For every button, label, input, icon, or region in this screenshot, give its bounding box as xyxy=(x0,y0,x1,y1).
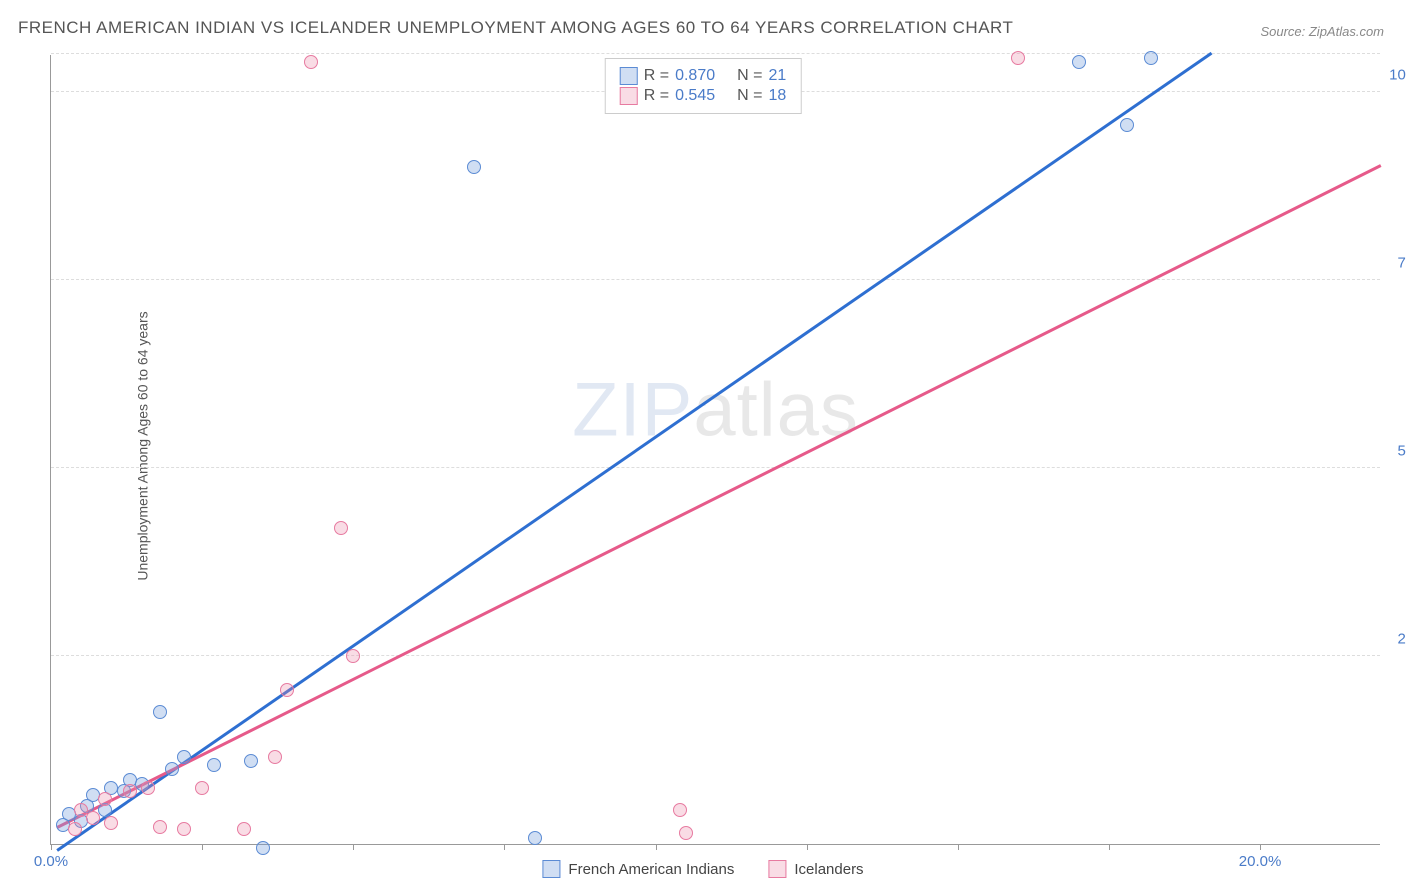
x-tick xyxy=(1109,844,1110,850)
x-tick-label: 0.0% xyxy=(34,853,68,870)
n-value-1: 21 xyxy=(768,67,786,85)
legend-row-series-2: R = 0.545 N = 18 xyxy=(620,87,787,105)
legend-label-2: Icelanders xyxy=(794,861,863,878)
trend-line xyxy=(56,52,1212,852)
trend-line xyxy=(56,164,1381,828)
r-label: R = xyxy=(644,87,669,105)
data-point xyxy=(334,521,348,535)
data-point xyxy=(177,822,191,836)
x-tick xyxy=(353,844,354,850)
x-tick xyxy=(504,844,505,850)
r-value-2: 0.545 xyxy=(675,87,715,105)
data-point xyxy=(528,831,542,845)
data-point xyxy=(177,750,191,764)
data-point xyxy=(1011,51,1025,65)
chart-title: FRENCH AMERICAN INDIAN VS ICELANDER UNEM… xyxy=(18,18,1013,38)
x-tick xyxy=(958,844,959,850)
data-point xyxy=(268,750,282,764)
data-point xyxy=(1120,118,1134,132)
data-point xyxy=(1072,55,1086,69)
x-tick xyxy=(1260,844,1261,850)
data-point xyxy=(280,683,294,697)
n-label: N = xyxy=(737,87,762,105)
data-point xyxy=(141,781,155,795)
data-point xyxy=(165,762,179,776)
data-point xyxy=(679,826,693,840)
data-point xyxy=(153,820,167,834)
data-point xyxy=(237,822,251,836)
data-point xyxy=(207,758,221,772)
gridline-horizontal xyxy=(51,279,1380,280)
data-point xyxy=(244,754,258,768)
data-point xyxy=(123,784,137,798)
source-attribution: Source: ZipAtlas.com xyxy=(1260,24,1384,39)
series-legend: French American Indians Icelanders xyxy=(542,860,863,878)
r-value-1: 0.870 xyxy=(675,67,715,85)
data-point xyxy=(195,781,209,795)
swatch-series-1 xyxy=(620,67,638,85)
r-label: R = xyxy=(644,67,669,85)
n-label: N = xyxy=(737,67,762,85)
legend-item-2: Icelanders xyxy=(768,860,863,878)
data-point xyxy=(1144,51,1158,65)
data-point xyxy=(256,841,270,855)
data-point xyxy=(68,822,82,836)
x-tick-label: 20.0% xyxy=(1239,853,1282,870)
gridline-horizontal xyxy=(51,53,1380,54)
y-tick-label: 25.0% xyxy=(1397,630,1406,647)
data-point xyxy=(153,705,167,719)
swatch-series-1 xyxy=(542,860,560,878)
data-point xyxy=(86,811,100,825)
y-tick-label: 75.0% xyxy=(1397,254,1406,271)
data-point xyxy=(98,792,112,806)
data-point xyxy=(467,160,481,174)
x-tick xyxy=(202,844,203,850)
data-point xyxy=(346,649,360,663)
correlation-legend: R = 0.870 N = 21 R = 0.545 N = 18 xyxy=(605,58,802,114)
legend-row-series-1: R = 0.870 N = 21 xyxy=(620,67,787,85)
y-tick-label: 100.0% xyxy=(1389,66,1406,83)
data-point xyxy=(673,803,687,817)
y-tick-label: 50.0% xyxy=(1397,442,1406,459)
plot-area: ZIPatlas 25.0%50.0%75.0%100.0%0.0%20.0% xyxy=(50,55,1380,845)
legend-item-1: French American Indians xyxy=(542,860,734,878)
watermark: ZIPatlas xyxy=(572,367,859,454)
x-tick xyxy=(807,844,808,850)
gridline-horizontal xyxy=(51,655,1380,656)
x-tick xyxy=(656,844,657,850)
legend-label-1: French American Indians xyxy=(568,861,734,878)
x-tick xyxy=(51,844,52,850)
swatch-series-2 xyxy=(768,860,786,878)
data-point xyxy=(304,55,318,69)
data-point xyxy=(104,816,118,830)
swatch-series-2 xyxy=(620,87,638,105)
gridline-horizontal xyxy=(51,467,1380,468)
n-value-2: 18 xyxy=(768,87,786,105)
